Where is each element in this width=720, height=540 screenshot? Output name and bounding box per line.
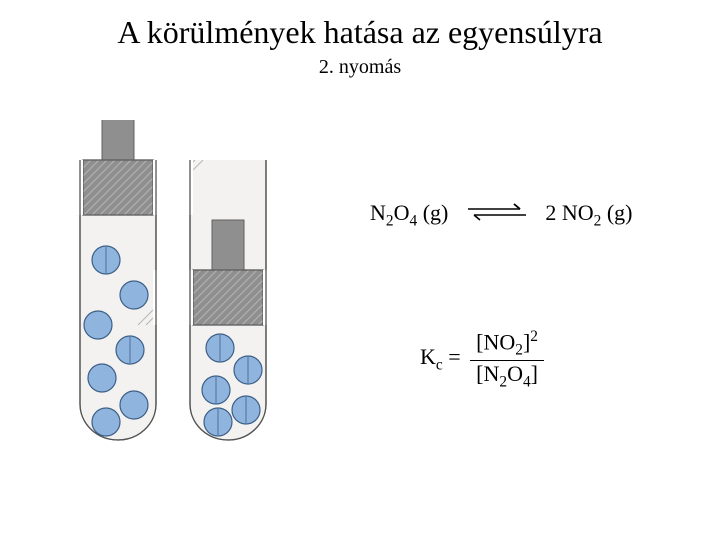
eq-lhs: N2O4 (g) — [370, 200, 454, 225]
kc-k: K — [420, 344, 436, 369]
kc-eq: = — [443, 344, 461, 369]
eq-lhs-n: N — [370, 200, 386, 225]
eq-lhs-o: O — [394, 200, 410, 225]
kc-expression: Kc = [NO2]2 [N2O4] — [420, 328, 544, 391]
tubes-svg — [70, 120, 290, 480]
kc-label: Kc = — [420, 344, 461, 374]
eq-rhs-no: NO — [562, 200, 594, 225]
kc-num-open: [NO — [476, 329, 515, 354]
reaction-equation: N2O4 (g) 2 NO2 (g) — [370, 200, 632, 230]
kc-den-sub2: 4 — [523, 373, 531, 390]
kc-den-sub1: 2 — [499, 373, 507, 390]
eq-rhs-state: (g) — [601, 200, 632, 225]
kc-den-close: ] — [531, 361, 538, 386]
kc-denominator: [N2O4] — [470, 360, 544, 391]
eq-lhs-sub1: 2 — [386, 212, 394, 229]
kc-fraction: [NO2]2 [N2O4] — [470, 328, 544, 391]
page-subtitle: 2. nyomás — [0, 56, 720, 79]
pressure-tubes-diagram — [70, 120, 290, 485]
eq-lhs-state: (g) — [417, 200, 448, 225]
kc-numerator: [NO2]2 — [470, 328, 544, 360]
kc-ksub: c — [436, 357, 443, 374]
eq-rhs: 2 NO2 (g) — [545, 200, 632, 225]
eq-rhs-coef: 2 — [545, 200, 562, 225]
kc-den-open: [N — [476, 361, 499, 386]
kc-num-sup: 2 — [530, 328, 538, 345]
kc-num-sub: 2 — [515, 342, 523, 359]
kc-den-mid: O — [507, 361, 523, 386]
page-title: A körülmények hatása az egyensúlyra — [0, 14, 720, 51]
equilibrium-arrows-icon — [464, 202, 530, 228]
